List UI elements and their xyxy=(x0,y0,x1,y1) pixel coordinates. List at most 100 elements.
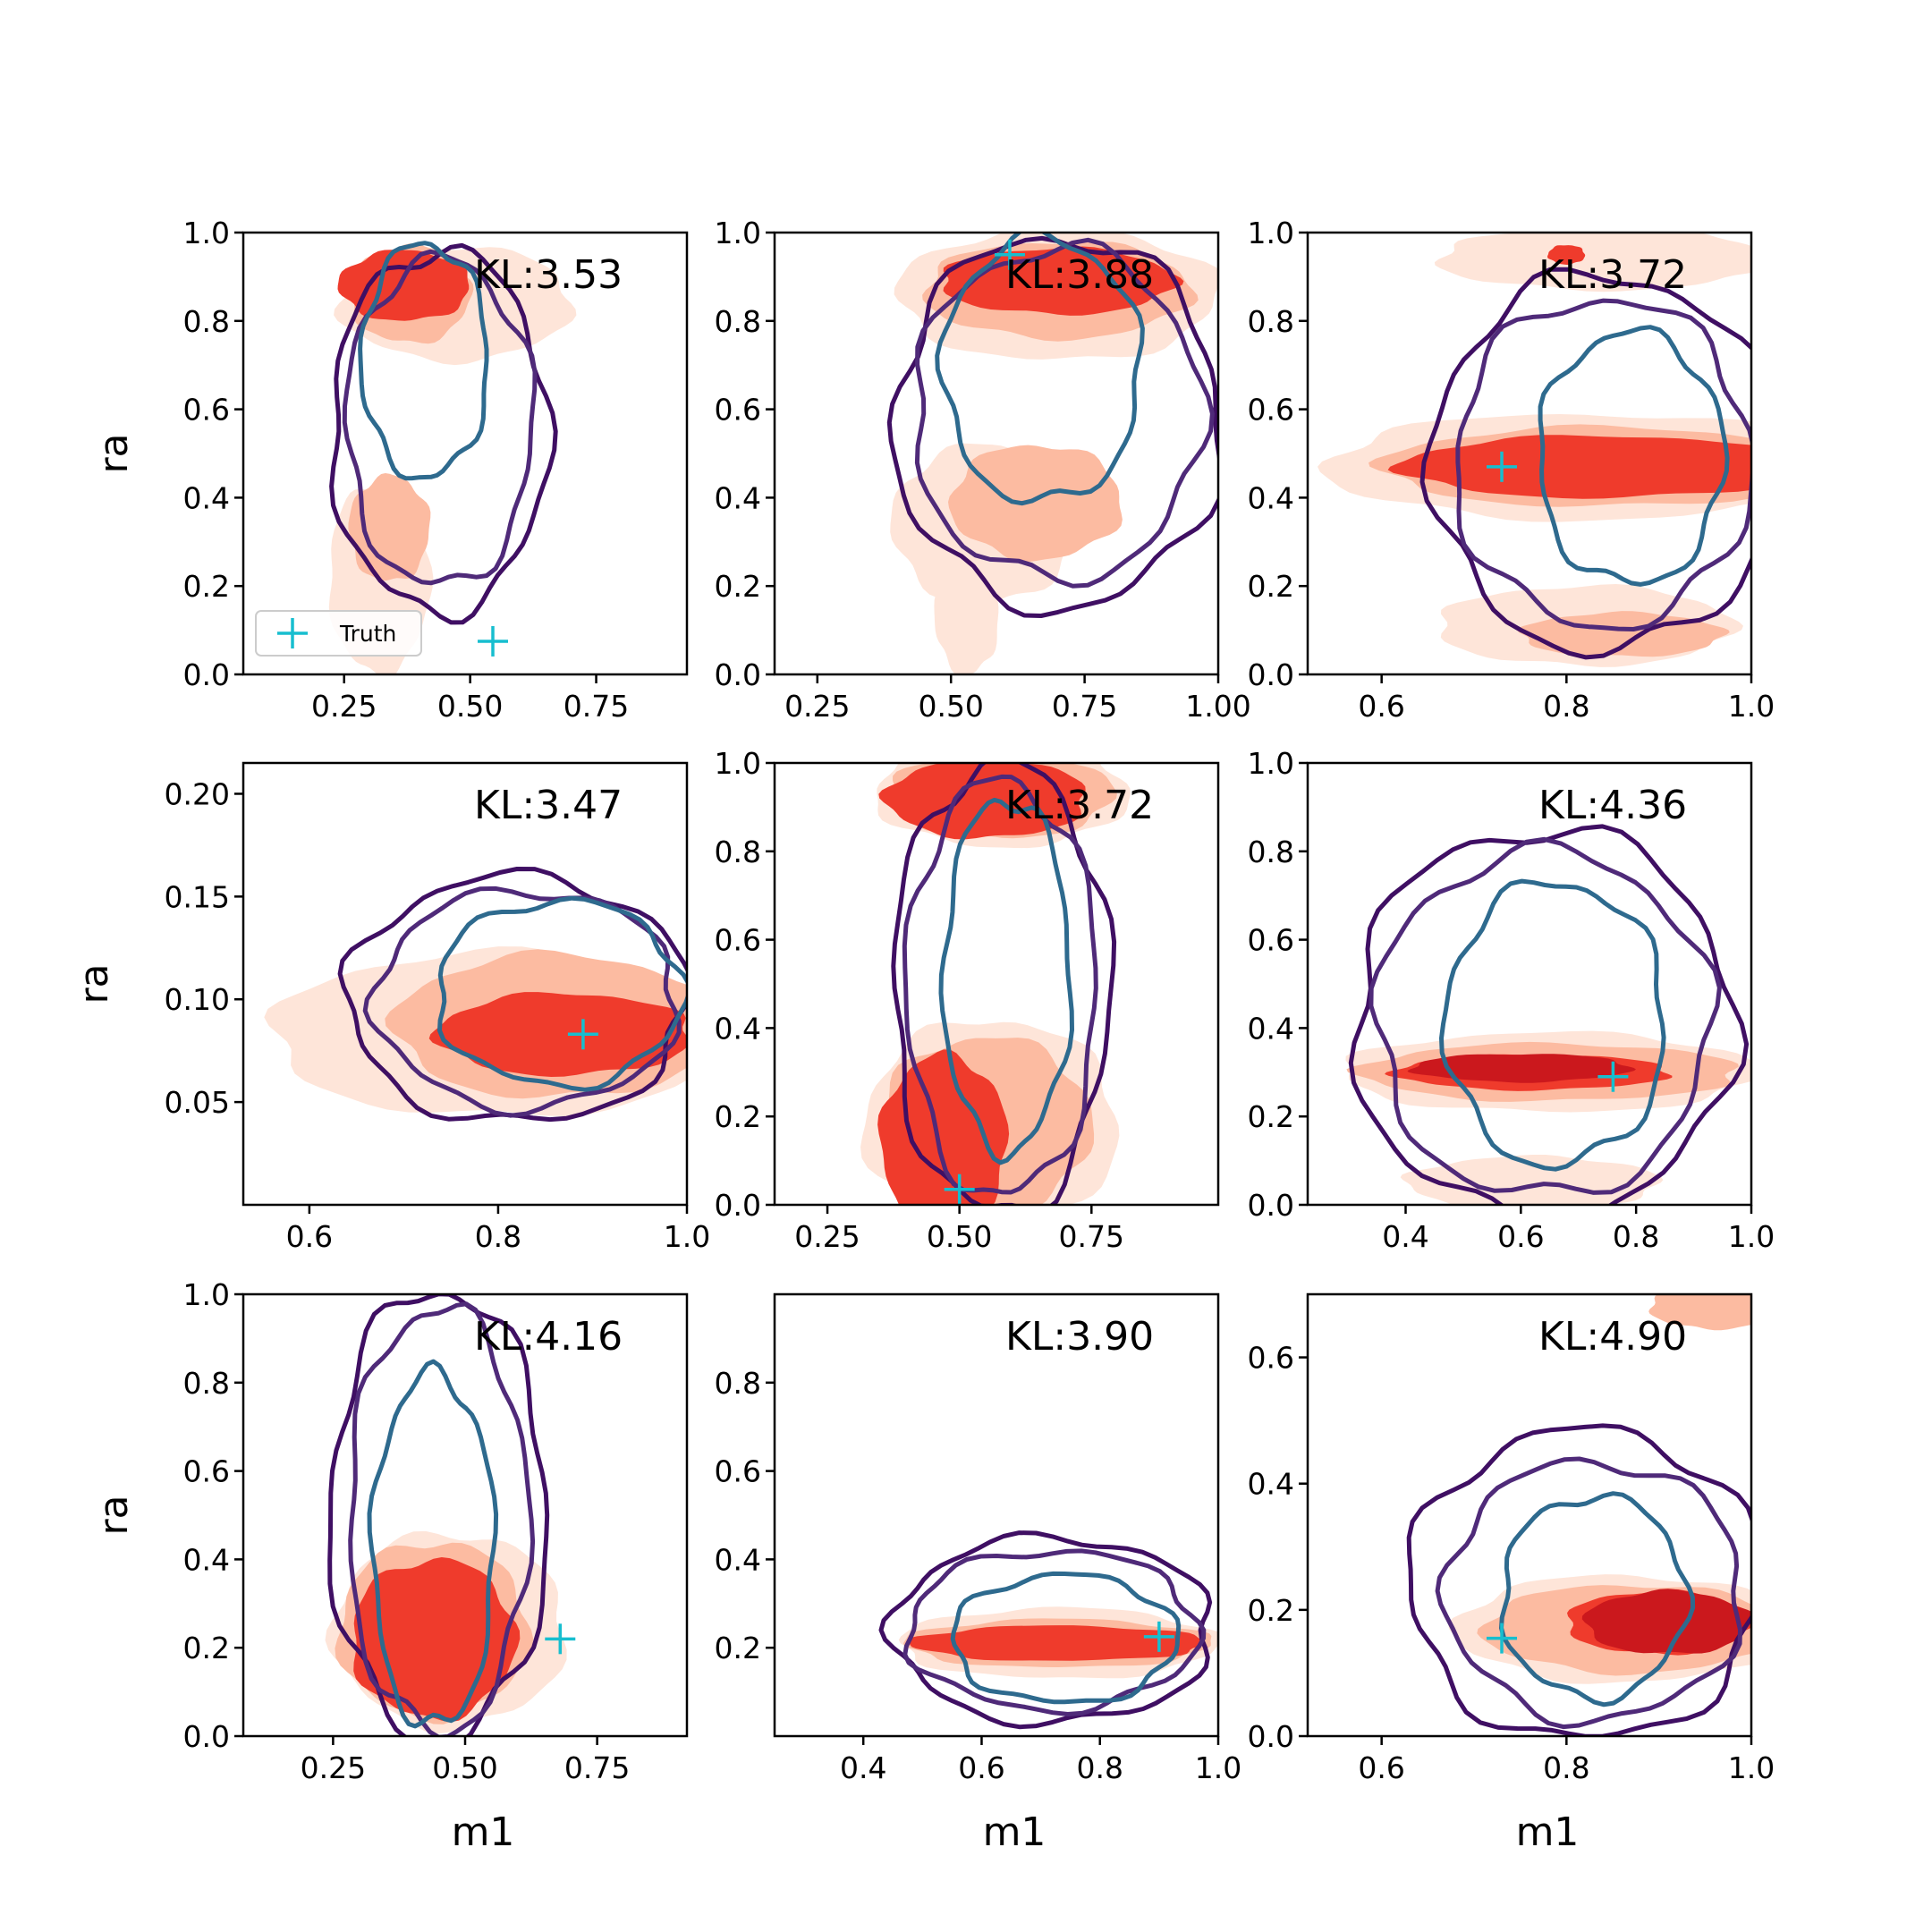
x-tick-label: 0.8 xyxy=(1076,1750,1123,1785)
x-tick-label: 0.25 xyxy=(784,689,850,724)
x-tick-label: 1.0 xyxy=(1728,1750,1775,1785)
panel-row1-col2: 0.25 0.50 0.75 1.00 0.0 0.2 0.4 0.6 0.8 1.0 KL:3.8… xyxy=(715,216,1251,724)
y-axis-label: ra xyxy=(72,963,117,1004)
axes-frame xyxy=(773,1292,1220,1738)
contour-line xyxy=(1538,325,1730,587)
filled-density-region xyxy=(348,473,431,581)
x-tick-label: 0.8 xyxy=(1543,1750,1589,1785)
x-tick-label: 0.4 xyxy=(1382,1219,1428,1254)
x-axis-label: m1 xyxy=(983,1809,1046,1855)
truth-marker xyxy=(567,1019,598,1050)
x-tick-label: 0.6 xyxy=(286,1219,333,1254)
x-tick-label: 0.50 xyxy=(918,689,983,724)
y-tick-label: 0.2 xyxy=(1248,1593,1294,1628)
panel-row2-col2: 0.25 0.50 0.75 0.0 0.2 0.4 0.6 0.8 1.0 KL:3.72 xyxy=(715,746,1220,1254)
contour-line xyxy=(878,1530,1213,1730)
x-tick-label: 0.50 xyxy=(437,689,503,724)
panel-row3-col3: 0.6 0.8 1.0 0.0 0.2 0.4 0.6 KL:4.90 m1 xyxy=(1248,1292,1775,1855)
filled-density-region xyxy=(337,250,470,321)
contour-line xyxy=(358,241,489,481)
y-tick-label: 0.15 xyxy=(165,879,230,914)
kl-divergence-label: KL:3.90 xyxy=(1005,1314,1154,1360)
y-tick-label: 0.10 xyxy=(165,982,230,1017)
truth-marker xyxy=(478,625,508,657)
y-tick-label: 0.4 xyxy=(715,1011,761,1046)
y-tick-label: 0.4 xyxy=(183,480,230,515)
x-tick-label: 0.6 xyxy=(1358,689,1404,724)
y-tick-label: 0.0 xyxy=(1248,657,1294,692)
y-tick-label: 0.6 xyxy=(1248,923,1294,958)
kl-divergence-label: KL:3.72 xyxy=(1538,252,1687,298)
plot-area xyxy=(878,1530,1218,1730)
y-tick-label: 0.8 xyxy=(183,1366,230,1401)
filled-density-region xyxy=(1547,245,1586,265)
contour-line xyxy=(891,763,1117,1205)
contour-line xyxy=(367,1359,499,1729)
kl-divergence-label: KL:4.16 xyxy=(474,1314,623,1360)
x-tick-label: 0.50 xyxy=(927,1219,992,1254)
y-tick-label: 0.0 xyxy=(183,1719,230,1754)
kl-divergence-label: KL:4.90 xyxy=(1538,1314,1687,1360)
y-tick-label: 0.2 xyxy=(715,1631,761,1665)
y-tick-label: 0.8 xyxy=(715,304,761,339)
x-tick-label: 0.8 xyxy=(1613,1219,1659,1254)
contour-line xyxy=(437,895,687,1092)
y-tick-label: 0.2 xyxy=(183,569,230,604)
legend-label: Truth xyxy=(339,621,396,647)
y-tick-label: 0.2 xyxy=(715,569,761,604)
filled-density-region xyxy=(1387,435,1751,499)
y-tick-label: 0.6 xyxy=(1248,1341,1294,1376)
y-tick-label: 0.2 xyxy=(1248,569,1294,604)
y-tick-label: 1.0 xyxy=(183,1277,230,1312)
contour-line xyxy=(1455,298,1751,631)
y-tick-label: 0.0 xyxy=(1248,1719,1294,1754)
filled-density-region xyxy=(1648,1294,1751,1331)
x-axis-label: m1 xyxy=(1516,1809,1580,1855)
y-tick-label: 1.0 xyxy=(1248,746,1294,781)
filled-density-region xyxy=(934,550,999,674)
filled-density-region xyxy=(878,763,1086,840)
filled-density-region xyxy=(428,992,687,1077)
axes-frame xyxy=(1306,231,1753,676)
x-tick-label: 0.6 xyxy=(958,1750,1004,1785)
x-tick-label: 0.75 xyxy=(1052,689,1117,724)
y-tick-label: 0.2 xyxy=(1248,1099,1294,1134)
plot-area xyxy=(886,233,1218,674)
x-tick-label: 0.8 xyxy=(475,1219,521,1254)
x-tick-label: 0.8 xyxy=(1543,689,1589,724)
contour-line xyxy=(950,1571,1182,1705)
x-tick-label: 1.0 xyxy=(1195,1750,1241,1785)
y-tick-label: 0.2 xyxy=(183,1631,230,1665)
y-tick-label: 0.4 xyxy=(715,1542,761,1577)
contour-line xyxy=(342,249,538,586)
panel-row2-col1: 0.6 0.8 1.0 0.05 0.10 0.15 0.20 KL:3.47 ra xyxy=(72,761,710,1254)
contour-line xyxy=(1435,1456,1742,1730)
x-tick-label: 0.50 xyxy=(432,1750,497,1785)
x-tick-label: 0.75 xyxy=(564,1750,630,1785)
truth-marker xyxy=(1143,1621,1174,1652)
y-axis-label: ra xyxy=(91,433,137,473)
contour-line xyxy=(1419,267,1751,660)
filled-density-region xyxy=(907,1625,1206,1661)
y-tick-label: 0.6 xyxy=(715,393,761,428)
y-tick-label: 0.8 xyxy=(1248,835,1294,869)
plot-area xyxy=(1406,1294,1751,1736)
y-tick-label: 1.0 xyxy=(715,746,761,781)
truth-marker xyxy=(545,1623,576,1655)
axes-frame xyxy=(242,761,689,1207)
y-tick-label: 0.4 xyxy=(183,1542,230,1577)
contour-line xyxy=(1368,836,1722,1195)
filled-density-region xyxy=(877,1049,1010,1205)
contour-line xyxy=(914,237,1215,589)
contour-line xyxy=(902,1548,1207,1716)
y-tick-label: 0.6 xyxy=(1248,393,1294,428)
y-tick-label: 0.0 xyxy=(183,657,230,692)
y-tick-label: 0.6 xyxy=(715,1454,761,1489)
kl-divergence-label: KL:3.53 xyxy=(474,252,623,298)
legend: Truth xyxy=(255,610,422,657)
panel-row1-col1: 0.25 0.50 0.75 0.0 0.2 0.4 0.6 0.8 1.0 KL:3.53 ra T… xyxy=(91,216,689,724)
contour-line xyxy=(362,886,682,1118)
truth-marker xyxy=(1487,1623,1517,1654)
filled-density-region xyxy=(948,445,1123,563)
